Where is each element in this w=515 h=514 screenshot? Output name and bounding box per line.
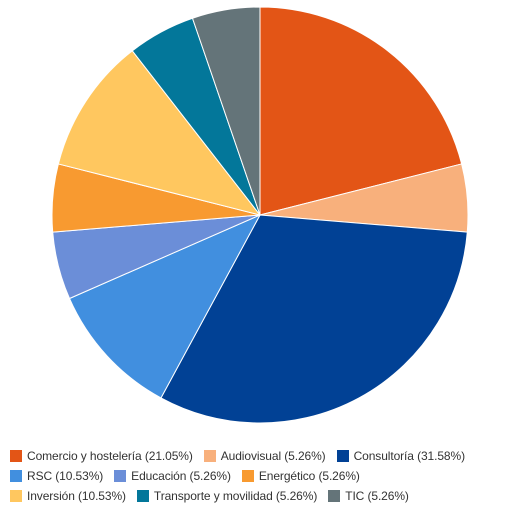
- legend-item-3[interactable]: RSC (10.53%): [10, 469, 103, 483]
- legend-row: RSC (10.53%) Educación (5.26%) Energético …: [10, 466, 510, 486]
- legend-label-5: Energético (5.26%): [258, 469, 360, 483]
- legend-swatch-8: [328, 490, 341, 502]
- chart-legend: Comercio y hostelería (21.05%) Audiovisua…: [10, 446, 510, 506]
- legend-row: Comercio y hostelería (21.05%) Audiovisua…: [10, 446, 510, 466]
- legend-label-8: TIC (5.26%): [345, 489, 409, 503]
- pie-slice-6[interactable]: [57, 50, 261, 216]
- pie-slice-8[interactable]: [192, 6, 261, 216]
- legend-label-3: RSC (10.53%): [27, 469, 104, 483]
- legend-label-6: Inversión (10.53%): [27, 489, 126, 503]
- legend-item-0[interactable]: Comercio y hostelería (21.05%): [10, 449, 193, 463]
- legend-swatch-3: [10, 470, 22, 482]
- legend-item-5[interactable]: Energético (5.26%): [241, 469, 360, 483]
- legend-swatch-5: [241, 470, 254, 482]
- legend-swatch-0: [10, 450, 22, 462]
- legend-item-2[interactable]: Consultoría (31.58%): [336, 449, 466, 463]
- legend-label-4: Educación (5.26%): [131, 469, 231, 483]
- legend-label-7: Transporte y movilidad (5.26%): [153, 489, 318, 503]
- legend-item-6[interactable]: Inversión (10.53%): [10, 489, 126, 503]
- legend-item-8[interactable]: TIC (5.26%): [328, 489, 409, 503]
- legend-item-4[interactable]: Educación (5.26%): [114, 469, 231, 483]
- legend-label-2: Consultoría (31.58%): [353, 449, 466, 463]
- legend-swatch-7: [136, 490, 149, 502]
- pie-slice-3[interactable]: [68, 214, 261, 399]
- pie-slice-0[interactable]: [259, 6, 463, 216]
- legend-label-0: Comercio y hostelería (21.05%): [27, 449, 193, 463]
- legend-item-1[interactable]: Audiovisual (5.26%): [203, 449, 326, 463]
- legend-swatch-4: [114, 470, 127, 482]
- legend-item-7[interactable]: Transporte y movilidad (5.26%): [136, 489, 318, 503]
- legend-label-1: Audiovisual (5.26%): [220, 449, 326, 463]
- legend-swatch-2: [336, 450, 349, 462]
- pie-slice-2[interactable]: [160, 214, 468, 424]
- legend-row: Inversión (10.53%) Transporte y movilidad…: [10, 486, 510, 506]
- legend-swatch-1: [203, 450, 216, 462]
- legend-swatch-6: [10, 490, 22, 502]
